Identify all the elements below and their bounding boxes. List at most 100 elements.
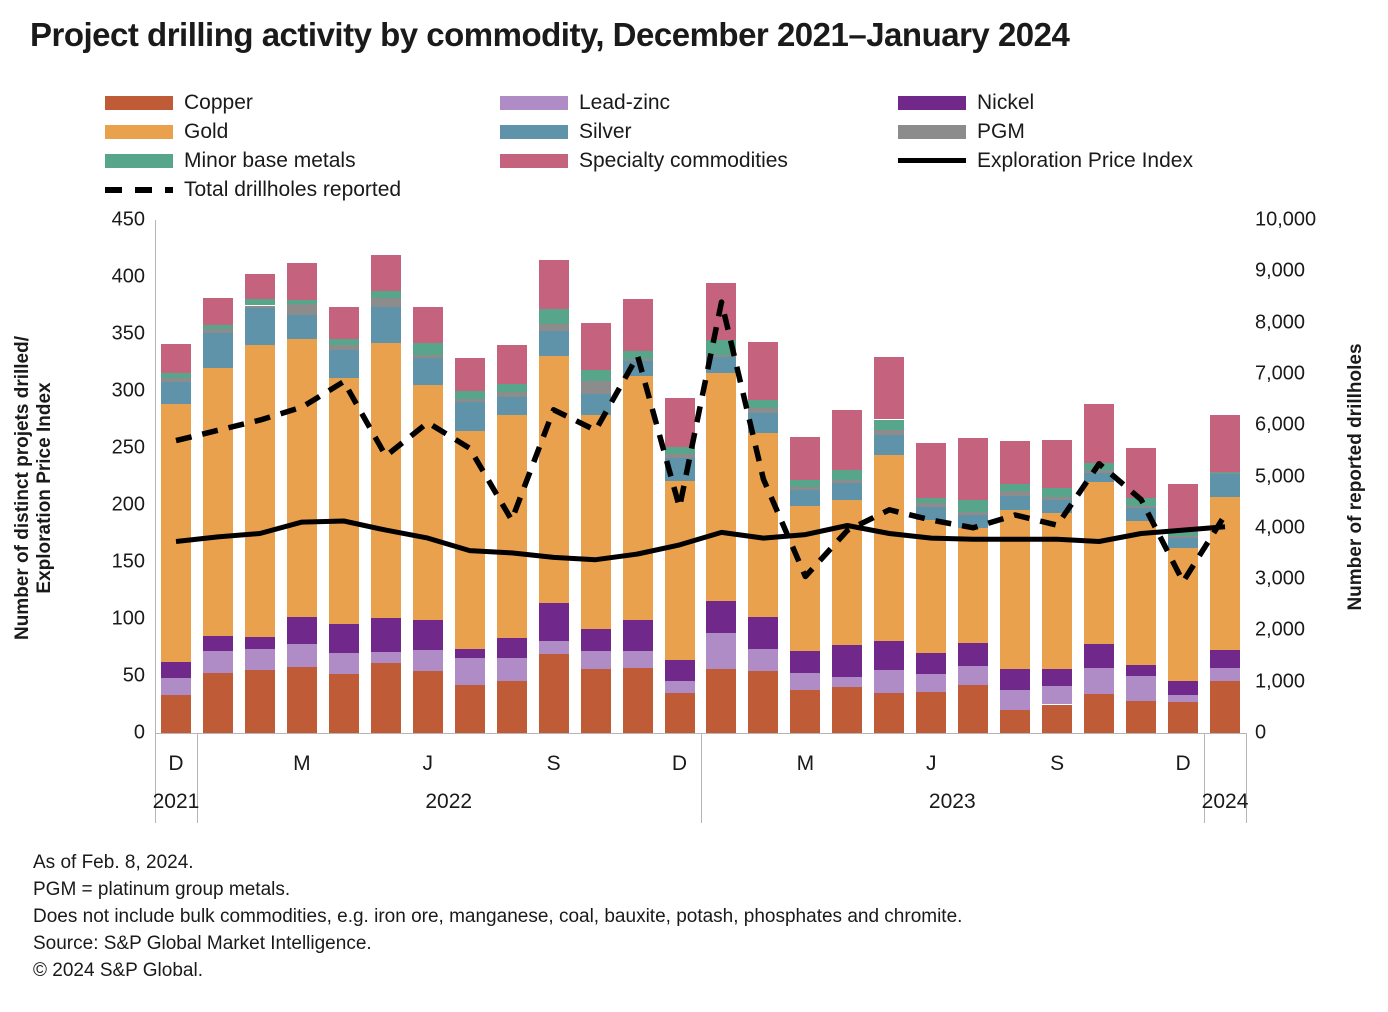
- footnotes: As of Feb. 8, 2024. PGM = platinum group …: [33, 849, 962, 984]
- legend-item: Specialty commodities: [500, 146, 788, 175]
- right-axis-tick: 10,000: [1255, 208, 1317, 231]
- bar-segment-nickel: [916, 653, 947, 674]
- bar-segment-minor-base-metals: [496, 384, 527, 393]
- legend-swatch-bar: [898, 95, 966, 110]
- bar-segment-pgm: [832, 479, 863, 484]
- bar-segment-lead-zinc: [1084, 668, 1115, 695]
- right-axis-tick: 5,000: [1255, 465, 1306, 487]
- bar-segment-copper: [790, 689, 821, 733]
- bar-segment-gold: [454, 430, 485, 649]
- bar-segment-minor-base-metals: [244, 298, 275, 306]
- bar-segment-specialty-commodities: [496, 345, 527, 385]
- legend-swatch-bar: [105, 95, 173, 110]
- bar-segment-lead-zinc: [328, 653, 359, 674]
- left-axis-tick: 400: [111, 265, 145, 288]
- bar-segment-specialty-commodities: [328, 306, 359, 339]
- bar-segment-nickel: [160, 662, 191, 679]
- bar-segment-specialty-commodities: [706, 282, 737, 340]
- bar-segment-specialty-commodities: [1042, 440, 1073, 488]
- bar-segment-gold: [496, 414, 527, 639]
- legend-label: Minor base metals: [184, 148, 356, 172]
- bar-segment-specialty-commodities: [160, 344, 191, 373]
- bar-segment-pgm: [1168, 535, 1199, 539]
- bar-segment-silver: [916, 507, 947, 520]
- bar-segment-specialty-commodities: [664, 397, 695, 447]
- bar-segment-pgm: [748, 408, 779, 413]
- bar-segment-copper: [1000, 710, 1031, 733]
- legend-column: Nickel PGM Exploration Price Index: [898, 88, 1193, 175]
- bar-segment-nickel: [706, 600, 737, 633]
- bar-segment-silver: [580, 394, 611, 415]
- bar-segment-gold: [958, 527, 989, 643]
- bar-segment-minor-base-metals: [1042, 487, 1073, 497]
- bar-segment-gold: [748, 433, 779, 617]
- bar-segment-pgm: [1000, 491, 1031, 496]
- bar-segment-nickel: [1126, 664, 1157, 676]
- bar-segment-minor-base-metals: [538, 308, 569, 324]
- bar-segment-lead-zinc: [622, 650, 653, 668]
- legend-label: Nickel: [977, 90, 1035, 114]
- legend-swatch-bar: [105, 153, 173, 168]
- bar-segment-nickel: [370, 617, 401, 653]
- bar-segment-lead-zinc: [1042, 686, 1073, 705]
- bar-segment-specialty-commodities: [1126, 448, 1157, 499]
- bar-segment-nickel: [1000, 669, 1031, 690]
- left-axis-tick: 50: [122, 664, 145, 687]
- bar-segment-copper: [286, 666, 317, 733]
- legend-item: PGM: [898, 117, 1193, 146]
- bar-segment-pgm: [286, 304, 317, 315]
- bar-segment-gold: [1042, 512, 1073, 670]
- legend-swatch-bar: [500, 95, 568, 110]
- bar-segment-lead-zinc: [412, 649, 443, 672]
- bar-segment-gold: [580, 414, 611, 630]
- bar-segment-pgm: [244, 305, 275, 308]
- bar-segment-gold: [244, 345, 275, 638]
- bar-segment-copper: [958, 685, 989, 733]
- bar-segment-silver: [454, 402, 485, 431]
- right-axis-title: Number of reported drillholes: [1345, 343, 1366, 611]
- bar-segment-specialty-commodities: [1168, 484, 1199, 533]
- bar-segment-minor-base-metals: [202, 324, 233, 330]
- bar-segment-silver: [622, 361, 653, 377]
- bar-segment-pgm: [1126, 506, 1157, 509]
- bar-segment-lead-zinc: [202, 650, 233, 673]
- right-axis-tick: 4,000: [1255, 516, 1306, 539]
- legend-item: Copper: [105, 88, 401, 117]
- bar-segment-copper: [328, 673, 359, 733]
- bar-segment-specialty-commodities: [412, 306, 443, 344]
- bar-segment-specialty-commodities: [832, 410, 863, 470]
- bar-segment-nickel: [790, 650, 821, 673]
- bar-segment-copper: [1042, 704, 1073, 733]
- left-axis-tick: 0: [133, 721, 145, 744]
- bar-segment-lead-zinc: [1210, 668, 1241, 681]
- legend-swatch-bar: [500, 153, 568, 168]
- bar-segment-copper: [412, 671, 443, 733]
- bar-segment-nickel: [622, 620, 653, 651]
- bar-segment-copper: [538, 654, 569, 733]
- bar-segment-lead-zinc: [538, 640, 569, 655]
- bar-segment-pgm: [874, 429, 905, 436]
- bar-segment-silver: [538, 330, 569, 356]
- bar-segment-gold: [790, 506, 821, 651]
- bar-segment-gold: [286, 338, 317, 617]
- bar-segment-lead-zinc: [244, 648, 275, 671]
- right-axis-tick: 6,000: [1255, 413, 1306, 436]
- bar-segment-minor-base-metals: [790, 479, 821, 487]
- bar-segment-silver: [370, 306, 401, 344]
- left-axis-tick: 350: [111, 322, 145, 345]
- legend-label: Total drillholes reported: [184, 177, 402, 201]
- year-divider-line: [155, 733, 156, 823]
- bar-segment-pgm: [958, 511, 989, 516]
- bar-segment-gold: [874, 454, 905, 641]
- bar-segment-lead-zinc: [286, 644, 317, 667]
- bar-segment-specialty-commodities: [1210, 414, 1241, 472]
- x-axis-year-label: 2024: [1201, 790, 1249, 813]
- bar-segment-nickel: [1210, 649, 1241, 668]
- legend-label: Gold: [184, 119, 229, 143]
- bar-segment-minor-base-metals: [370, 290, 401, 298]
- legend-item: Exploration Price Index: [898, 146, 1193, 175]
- footnote-line: As of Feb. 8, 2024.: [33, 852, 194, 873]
- x-axis-month-tick: J: [422, 752, 434, 775]
- bar-segment-pgm: [454, 398, 485, 403]
- bar-segment-silver: [1168, 538, 1199, 549]
